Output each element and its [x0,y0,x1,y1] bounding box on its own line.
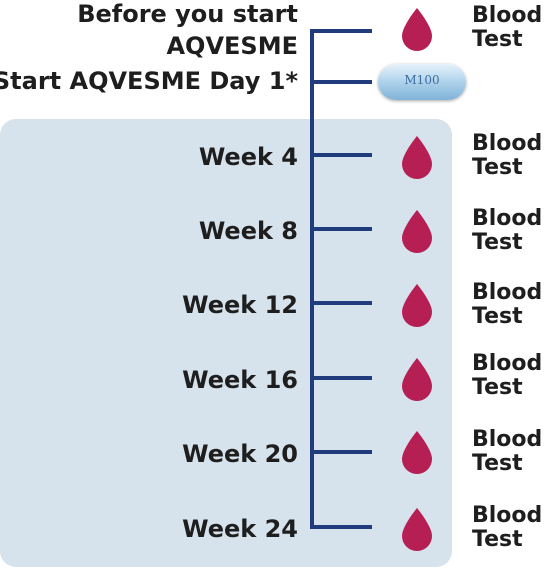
blood-test-label: Blood Test [472,132,552,180]
blood-drop-icon [402,8,432,51]
blood-test-line: Test [472,27,523,52]
step-label-before-start: Before you start AQVESME [77,0,298,60]
step-label-start-day-1: Start AQVESME Day 1* [0,67,298,95]
step-label-line: Week 24 [182,515,298,543]
step-label-week-24: Week 24 [182,515,298,543]
step-label-week-4: Week 4 [199,143,298,171]
blood-test-line: Test [472,230,523,255]
blood-drop-icon [402,431,432,474]
blood-test-line: Blood [472,206,543,231]
blood-drop-icon [402,358,432,401]
blood-test-line: Blood [472,351,543,376]
blood-test-label: Blood Test [472,428,552,476]
step-label-week-8: Week 8 [199,217,298,245]
step-label-line: Week 12 [182,291,298,319]
blood-drop-icon [402,136,432,179]
step-label-line: Week 16 [182,366,298,394]
monitoring-panel [0,119,452,567]
blood-test-line: Blood [472,131,543,156]
step-label-line: Start AQVESME Day 1* [0,67,298,95]
blood-drop-icon [402,508,432,551]
blood-test-line: Test [472,451,523,476]
pill-icon: M100 [378,64,466,100]
step-label-line: Week 20 [182,440,298,468]
blood-test-line: Blood [472,503,543,528]
step-label-line: Week 4 [198,143,298,171]
blood-test-line: Test [472,155,523,180]
step-label-week-16: Week 16 [182,366,298,394]
step-label-week-20: Week 20 [182,440,298,468]
step-label-line: AQVESME [166,32,298,60]
blood-test-label: Blood Test [472,352,552,400]
blood-drop-icon [402,210,432,253]
blood-test-line: Blood [472,427,543,452]
blood-test-line: Blood [472,3,543,28]
blood-test-line: Test [472,375,523,400]
blood-drop-icon [402,284,432,327]
blood-test-label: Blood Test [472,281,552,329]
blood-test-line: Test [472,527,523,552]
blood-test-label: Blood Test [472,4,552,52]
blood-test-label: Blood Test [472,504,552,552]
step-label-line: Week 8 [198,217,298,245]
step-label-line: Before you start [77,0,298,28]
blood-test-line: Blood [472,280,543,305]
step-label-week-12: Week 12 [182,291,298,319]
blood-test-line: Test [472,304,523,329]
blood-test-label: Blood Test [472,207,552,255]
pill-imprint: M100 [404,73,440,87]
